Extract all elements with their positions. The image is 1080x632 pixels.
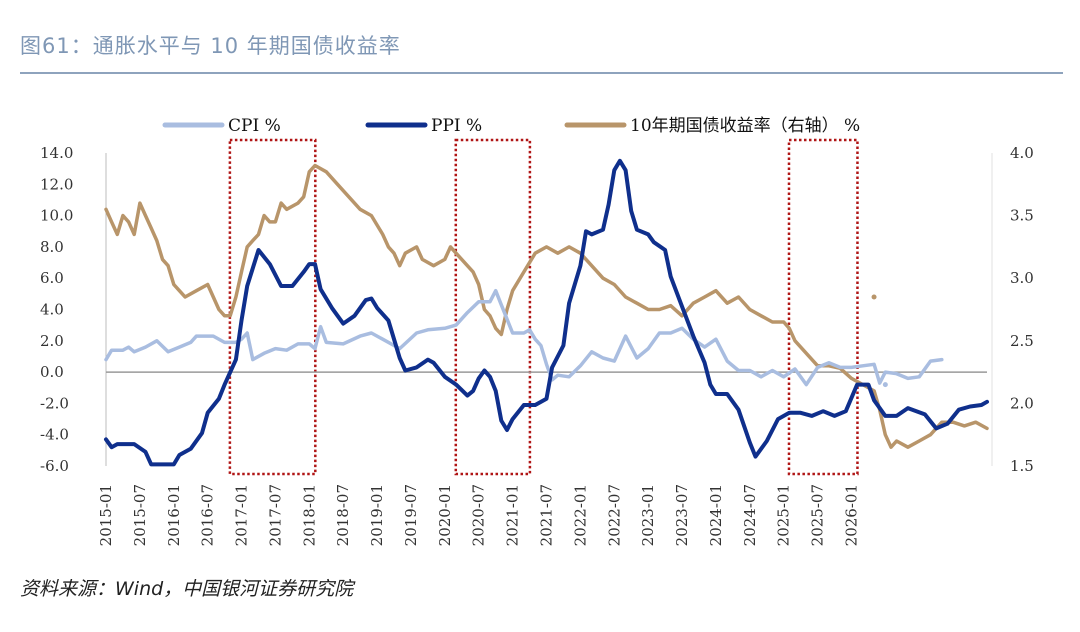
y-right-tick-label: 3.0 [1010,269,1034,287]
cpi-outlier-point [882,382,888,388]
y-left-tick-label: 6.0 [40,269,64,287]
x-tick-label: 2015-01 [97,484,115,546]
highlight-box-2 [454,138,532,476]
y-left-tick-label: 0.0 [40,363,64,381]
x-tick-label: 2021-01 [504,484,522,546]
legend-bond-label: 10年期国债收益率（右轴） % [630,116,860,136]
x-tick-label: 2023-01 [639,484,657,546]
legend-cpi-label: CPI % [228,116,281,136]
x-tick-label: 2020-01 [436,484,454,546]
highlight-box-1 [228,138,317,476]
y-left-tick-label: 8.0 [40,238,64,256]
y-left-tick-label: 2.0 [40,332,64,350]
y-left-tick-label: -4.0 [40,426,69,444]
legend-ppi-label: PPI % [431,116,482,136]
bond-outlier-point [871,294,877,300]
x-tick-label: 2017-07 [266,484,284,546]
source-note: 资料来源：Wind，中国银河证券研究院 [20,578,354,600]
x-tick-label: 2022-01 [571,484,589,546]
y-left-tick-label: 12.0 [40,175,73,193]
legend: CPI % PPI % 10年期国债收益率（右轴） % [162,116,860,136]
y-right-tick-label: 2.5 [1010,332,1034,350]
x-tick-label: 2019-07 [402,484,420,546]
x-tick-label: 2021-07 [538,484,556,546]
y-right-tick-label: 4.0 [1010,144,1034,162]
x-tick-label: 2015-07 [131,484,149,546]
x-tick-label: 2016-07 [199,484,217,546]
y-left-tick-label: -6.0 [40,457,69,475]
y-right-tick-label: 1.5 [1010,457,1034,475]
x-tick-label: 2018-07 [334,484,352,546]
x-tick-label: 2022-07 [605,484,623,546]
x-tick-label: 2026-01 [842,484,860,546]
x-tick-label: 2023-07 [673,484,691,546]
title-divider [20,72,1063,74]
y-right-tick-label: 3.5 [1010,207,1034,225]
y-left-tick-label: -2.0 [40,394,69,412]
x-tick-label: 2017-01 [233,484,251,546]
x-tick-label: 2018-01 [300,484,318,546]
y-right-tick-label: 2.0 [1010,394,1034,412]
x-tick-label: 2024-01 [707,484,725,546]
highlight-box-3 [787,138,859,476]
x-tick-label: 2019-01 [368,484,386,546]
ppi-line [104,158,989,467]
x-tick-label: 2025-01 [775,484,793,546]
bond-yield-line [104,163,989,449]
y-left-tick-label: 4.0 [40,301,64,319]
y-left-tick-label: 10.0 [40,207,73,225]
x-tick-label: 2020-07 [470,484,488,546]
chart: CPI % PPI % 10年期国债收益率（右轴） % -6.0 -4.0 -2.0… [40,116,1034,546]
x-tick-label: 2024-07 [741,484,759,546]
y-left-tick-label: 14.0 [40,144,73,162]
x-tick-label: 2025-07 [809,484,827,546]
x-tick-label: 2016-01 [165,484,183,546]
chart-title: 图61：通胀水平与 10 年期国债收益率 [20,34,401,58]
